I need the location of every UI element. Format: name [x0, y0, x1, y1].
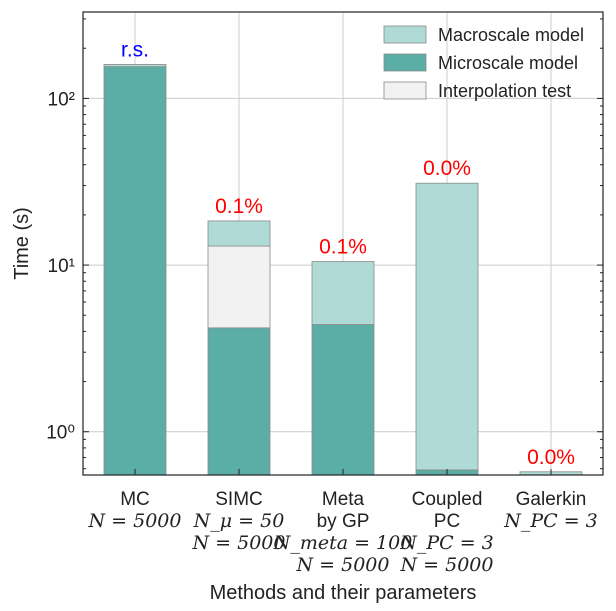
y-tick-label: 10¹	[48, 256, 75, 277]
x-tick-label: MC	[120, 489, 150, 510]
x-tick-label: N = 5000	[88, 510, 182, 532]
bar-macroscale-model	[103, 63, 167, 68]
bar-annotation: 0.0%	[423, 157, 471, 180]
bar-macroscale-model	[207, 220, 271, 247]
legend-swatch	[383, 81, 427, 100]
x-tick-label: N = 5000	[296, 554, 390, 576]
bar-macroscale-model	[415, 182, 479, 471]
bar-macroscale-model	[311, 261, 375, 325]
x-tick-label: Galerkin	[516, 489, 587, 510]
bar-interpolation-test	[207, 245, 271, 329]
x-axis-label: Methods and their parameters	[210, 582, 477, 604]
x-tick-label: N_PC = 3	[399, 532, 494, 554]
x-tick-label: N = 5000	[192, 532, 286, 554]
bar-microscale-model	[103, 66, 167, 476]
y-tick-label: 10²	[48, 89, 75, 110]
legend-label: Macroscale model	[438, 25, 584, 45]
legend-label: Microscale model	[438, 53, 578, 73]
bar-annotation: r.s.	[121, 38, 149, 61]
bar-annotation: 0.1%	[215, 195, 263, 218]
bar-microscale-model	[311, 324, 375, 476]
x-tick-label: SIMC	[215, 489, 263, 510]
x-tick-label: N_PC = 3	[503, 510, 598, 532]
x-tick-label: Coupled	[412, 489, 483, 510]
bar-microscale-model	[207, 327, 271, 476]
y-tick-label: 10⁰	[46, 423, 75, 444]
y-axis-label: Time (s)	[11, 207, 33, 280]
x-tick-label: PC	[434, 511, 460, 532]
legend-swatch	[383, 53, 427, 72]
bar-annotation: 0.1%	[319, 236, 367, 259]
x-tick-label: by GP	[317, 511, 370, 532]
x-tick-label: N = 5000	[400, 554, 494, 576]
x-tick-label: Meta	[322, 489, 365, 510]
x-tick-label: N_μ = 50	[193, 510, 285, 532]
legend-label: Interpolation test	[438, 81, 571, 101]
x-tick-label: N_meta = 100	[273, 532, 413, 554]
bar-annotation: 0.0%	[527, 446, 575, 469]
legend-swatch	[383, 25, 427, 44]
